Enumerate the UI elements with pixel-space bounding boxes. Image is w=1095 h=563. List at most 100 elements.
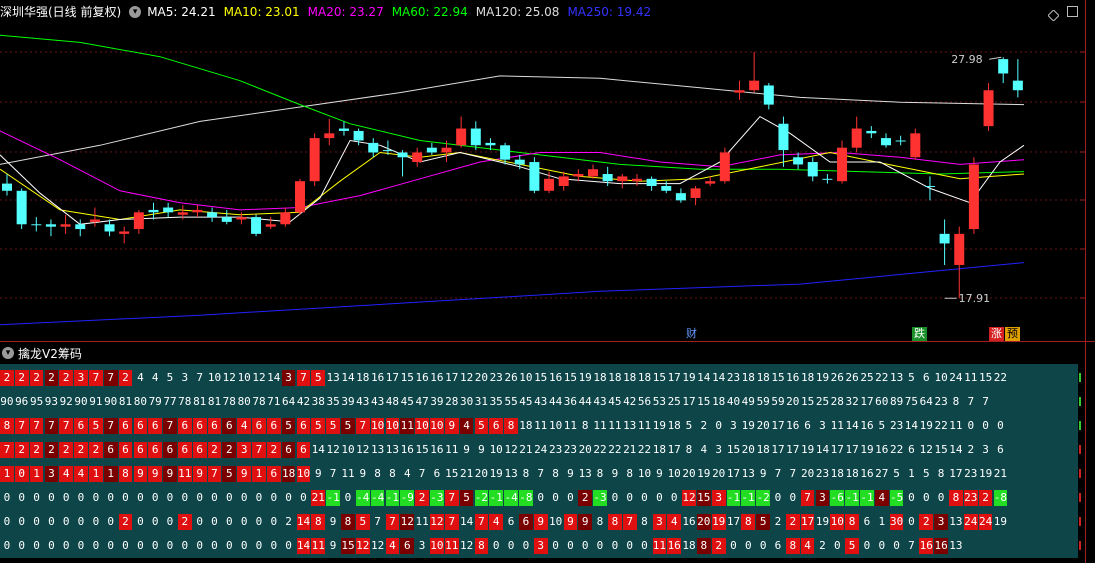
chip-cell: 9 <box>329 515 337 528</box>
row-indicator <box>1079 373 1081 382</box>
chip-cell: 25 <box>860 371 874 384</box>
high-pointer <box>989 56 1002 60</box>
chip-cell: 14 <box>267 371 281 384</box>
chip-cell: 12 <box>459 539 474 552</box>
candle-body <box>778 123 789 151</box>
event-marker[interactable]: 预 <box>1005 327 1020 341</box>
chip-cell: 11 <box>177 466 192 482</box>
indicator-toggle-icon[interactable]: ▾ <box>129 6 142 18</box>
chip-cell: 53 <box>652 395 667 408</box>
ma-line-ma120 <box>0 75 1025 165</box>
chip-cell: 16 <box>786 419 800 432</box>
sub-toggle-icon[interactable]: ▾ <box>2 347 14 359</box>
chip-cell: 8 <box>608 514 622 530</box>
chip-cell: 43 <box>370 395 385 408</box>
chip-cell: 10 <box>519 371 533 384</box>
event-marker[interactable]: 财 <box>686 327 697 340</box>
event-marker[interactable]: 涨 <box>989 327 1004 341</box>
chip-cell: 2 <box>700 419 708 432</box>
chip-cell: 5 <box>685 419 693 432</box>
chip-cell: 12 <box>356 443 370 456</box>
chip-cell: 59 <box>756 395 770 408</box>
candle-body <box>910 133 921 158</box>
chip-cell: 17 <box>667 443 681 456</box>
row-indicator <box>1079 493 1081 502</box>
sub-panel-title[interactable]: 擒龙V2筹码 <box>18 346 82 361</box>
chip-cell: 42 <box>623 395 637 408</box>
chip-cell: 13 <box>504 467 518 480</box>
chip-cell: 1 <box>252 466 266 482</box>
chip-cell: 0 <box>77 515 85 528</box>
chip-cell: 8 <box>696 538 711 554</box>
chip-cell: 19 <box>860 443 874 456</box>
chip-cell: 11 <box>563 419 578 432</box>
candlestick-chart[interactable]: 27.98 17.91 <box>0 22 1095 342</box>
chip-cell: 7 <box>774 467 782 480</box>
chip-cell: 22 <box>875 371 889 384</box>
high-price-label: 27.98 <box>951 53 983 66</box>
chip-cell: 18 <box>519 419 533 432</box>
candle-body <box>822 178 833 180</box>
chip-cell: 14 <box>712 371 726 384</box>
candle-body <box>324 133 335 139</box>
chip-cell: 25 <box>667 395 681 408</box>
chip-cell: 0 <box>3 491 11 504</box>
chip-cell: 5 <box>326 418 340 434</box>
stock-title[interactable]: 深圳华强(日线 前复权) <box>0 5 122 19</box>
chip-cell: 48 <box>385 395 400 408</box>
chip-cell: 36 <box>563 395 578 408</box>
chip-row: 0 0 0 0 0 0 0 0 0 0 0 0 0 0 0 0 0 0 0 0 0 21 -1 0 -4 -4 -1 -9 2 -3 7 5-… <box>0 487 1040 509</box>
chip-cell: 9 <box>759 467 767 480</box>
chip-cell: 0 <box>62 491 70 504</box>
chip-cell: 0 <box>48 491 55 504</box>
chip-cell: 5 <box>222 466 237 482</box>
chip-cell: 0 <box>670 491 678 504</box>
chip-cell: 6 <box>148 418 163 434</box>
chip-cell: 0 <box>270 491 278 504</box>
event-marker[interactable]: 跌 <box>912 327 927 341</box>
chip-cell: 44 <box>548 395 563 408</box>
chip-cell: 17 <box>860 395 874 408</box>
candle-body <box>207 212 218 218</box>
chip-cell: 7 <box>444 514 459 530</box>
chip-cell: 19 <box>652 419 667 432</box>
chip-cell: 38 <box>311 395 325 408</box>
chip-cell: 1 <box>89 466 103 482</box>
chip-cell: 18 <box>830 467 844 480</box>
chip-cell: 9 <box>533 514 548 530</box>
chip-cell: 8 <box>581 419 589 432</box>
chip-cell: 19 <box>697 467 711 480</box>
chip-cell: 19 <box>815 371 830 384</box>
chip-cell: 4 <box>74 466 88 482</box>
chip-cell: 3 <box>711 490 726 506</box>
chip-cell: 20 <box>578 443 592 456</box>
chip-cell: 43 <box>356 395 370 408</box>
chip-cell: 7 <box>59 418 74 434</box>
window-square-icon[interactable] <box>1067 6 1078 17</box>
chip-cell: 18 <box>741 371 755 384</box>
candle-body <box>368 142 379 153</box>
chip-cell: 26 <box>830 371 844 384</box>
candle-body <box>236 217 247 220</box>
chip-cell: 4 <box>700 443 708 456</box>
chip-cell: 28 <box>445 395 459 408</box>
chip-cell: 7 <box>163 418 177 434</box>
chip-row: 0 0 0 0 0 0 0 0 2 0 0 0 2 0 0 0 0 0 0 2 14 8 9 8 5 7 7 12 11 12 7 14 7 4 6… <box>0 511 1040 533</box>
chip-cell: 12 <box>355 538 370 554</box>
chip-cell: 10 <box>667 467 681 480</box>
chip-cell: 6 <box>433 467 441 480</box>
chip-cell: 17 <box>682 395 696 408</box>
chip-grid: 2 2 2 2 2 3 7 7 2 4 4 5 3 7 10 12 10 12 14 3 7 5 13 14 18 16 17 15 1… <box>0 364 1078 558</box>
chip-cell: 0 <box>967 419 975 432</box>
chip-cell: 16 <box>860 467 874 480</box>
chip-cell: 0 <box>596 539 604 552</box>
candle-body <box>719 152 730 182</box>
chip-cell: 0 <box>196 491 203 504</box>
diamond-icon[interactable] <box>1047 6 1060 22</box>
candle-body <box>75 224 86 230</box>
chip-cell: 12 <box>919 443 933 456</box>
chip-cell: 80 <box>237 395 251 408</box>
chip-cell: 17 <box>949 467 963 480</box>
chip-cell: 47 <box>415 395 429 408</box>
chip-cell: 90 <box>0 395 14 408</box>
